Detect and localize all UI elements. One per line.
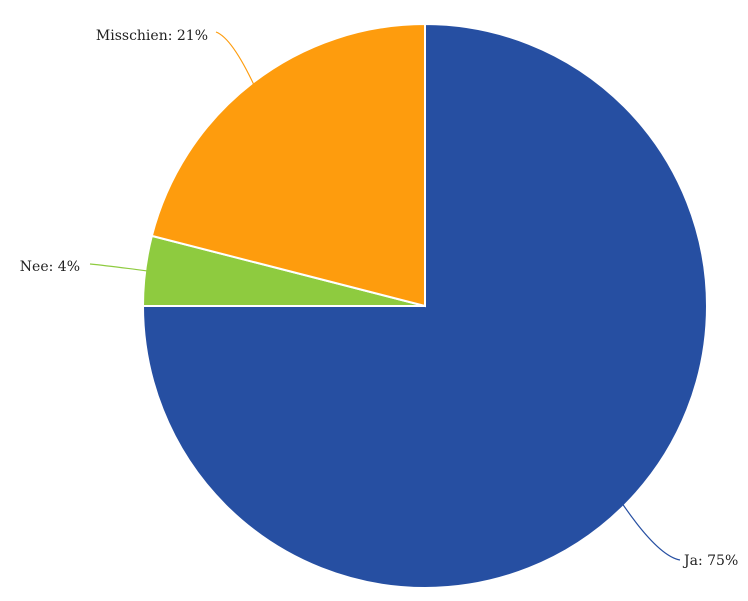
leader-line-nee (89, 263, 150, 272)
leader-line-misschien (215, 31, 256, 87)
label-leader-lines (89, 31, 681, 561)
slice-label-misschien: Misschien: 21% (96, 28, 208, 44)
slice-labels: Ja: 75% Nee: 4% Misschien: 21% (20, 28, 738, 569)
pie-slices (141, 22, 708, 589)
slice-label-ja: Ja: 75% (682, 553, 738, 569)
slice-label-nee: Nee: 4% (20, 259, 80, 275)
pie-slice-misschien (150, 22, 426, 308)
pie-slice-ja (141, 22, 708, 589)
leader-line-ja (621, 502, 681, 561)
